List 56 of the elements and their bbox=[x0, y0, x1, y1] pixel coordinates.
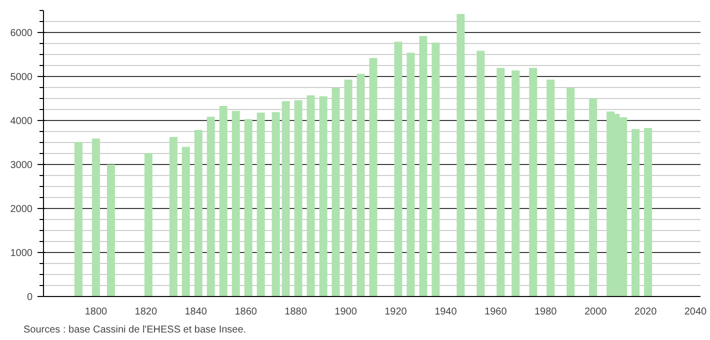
bar bbox=[319, 96, 328, 296]
bar bbox=[232, 110, 240, 296]
bar bbox=[144, 153, 152, 296]
y-tick-label: 3000 bbox=[10, 160, 33, 171]
bar bbox=[256, 112, 265, 296]
bar bbox=[529, 68, 538, 296]
bar bbox=[344, 80, 352, 296]
x-tick-label: 1840 bbox=[184, 306, 208, 318]
bar bbox=[419, 36, 428, 296]
y-tick-label: 2000 bbox=[10, 204, 33, 215]
bar bbox=[432, 42, 440, 296]
x-tick-label: 1880 bbox=[284, 306, 308, 318]
bar bbox=[644, 128, 652, 296]
bar bbox=[512, 70, 520, 296]
bar bbox=[219, 106, 228, 296]
bar bbox=[294, 100, 302, 296]
y-tick-label: 5000 bbox=[10, 72, 33, 83]
bar bbox=[194, 130, 202, 296]
bar bbox=[332, 88, 340, 296]
bar bbox=[106, 164, 115, 296]
x-tick-label: 1980 bbox=[534, 306, 558, 318]
bar bbox=[74, 142, 82, 296]
source-note: Sources : base Cassini de l'EHESS et base Insee. bbox=[24, 324, 246, 336]
y-tick-label: 0 bbox=[26, 292, 33, 303]
bar bbox=[632, 129, 640, 296]
x-tick-label: 1900 bbox=[334, 306, 358, 318]
bar bbox=[244, 119, 252, 296]
x-tick-label: 1800 bbox=[84, 306, 108, 318]
x-tick-label: 2040 bbox=[684, 306, 708, 318]
bar bbox=[356, 74, 365, 296]
bar bbox=[306, 95, 315, 296]
x-tick-label: 1920 bbox=[384, 306, 408, 318]
bar bbox=[546, 80, 555, 296]
bar bbox=[589, 98, 598, 296]
bar bbox=[206, 116, 215, 296]
bar bbox=[369, 58, 378, 296]
x-tick-label: 1860 bbox=[234, 306, 258, 318]
bar bbox=[406, 52, 415, 296]
bar bbox=[169, 137, 178, 296]
y-tick-label: 1000 bbox=[10, 248, 33, 259]
x-tick-label: 2020 bbox=[634, 306, 658, 318]
bar bbox=[566, 88, 575, 296]
x-tick-label: 1960 bbox=[484, 306, 508, 318]
x-tick-label: 1940 bbox=[434, 306, 458, 318]
bar bbox=[476, 50, 485, 296]
bar bbox=[456, 14, 465, 296]
x-tick-label: 2000 bbox=[584, 306, 608, 318]
y-tick-label: 6000 bbox=[10, 28, 33, 39]
bar bbox=[92, 138, 100, 296]
x-tick-label: 1820 bbox=[134, 306, 158, 318]
bar bbox=[394, 42, 402, 296]
bar bbox=[272, 112, 280, 296]
bar bbox=[182, 146, 190, 296]
bar bbox=[496, 68, 505, 296]
bar bbox=[282, 101, 290, 296]
y-tick-label: 4000 bbox=[10, 116, 33, 127]
